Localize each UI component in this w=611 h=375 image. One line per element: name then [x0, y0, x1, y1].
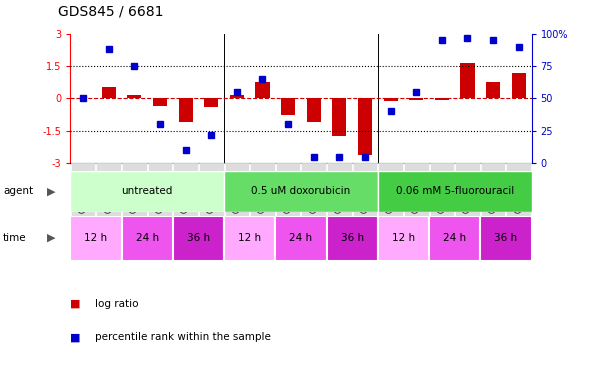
Text: 36 h: 36 h	[340, 233, 364, 243]
FancyBboxPatch shape	[276, 163, 301, 221]
Bar	[204, 99, 218, 107]
FancyBboxPatch shape	[327, 163, 352, 221]
Text: 24 h: 24 h	[136, 233, 159, 243]
Text: agent: agent	[3, 186, 33, 196]
Text: GSM11843: GSM11843	[335, 172, 344, 213]
Bar	[384, 99, 398, 101]
FancyBboxPatch shape	[378, 171, 532, 212]
Bar	[307, 99, 321, 122]
FancyBboxPatch shape	[378, 216, 429, 261]
FancyBboxPatch shape	[148, 163, 172, 221]
FancyBboxPatch shape	[225, 163, 249, 221]
Text: ■: ■	[70, 299, 81, 309]
Text: untreated: untreated	[122, 186, 173, 196]
FancyBboxPatch shape	[173, 216, 224, 261]
FancyBboxPatch shape	[224, 171, 378, 212]
FancyBboxPatch shape	[378, 163, 403, 221]
Text: GSM11850: GSM11850	[130, 172, 139, 213]
Text: percentile rank within the sample: percentile rank within the sample	[95, 333, 271, 342]
FancyBboxPatch shape	[507, 163, 531, 221]
Text: log ratio: log ratio	[95, 299, 138, 309]
Text: GSM11714: GSM11714	[412, 172, 421, 213]
Bar	[127, 95, 141, 99]
Text: GSM11845: GSM11845	[463, 172, 472, 213]
Text: GSM11707: GSM11707	[79, 171, 87, 213]
FancyBboxPatch shape	[97, 163, 121, 221]
Text: GSM11695: GSM11695	[258, 171, 267, 213]
FancyBboxPatch shape	[301, 163, 326, 221]
Text: GSM11716: GSM11716	[104, 172, 113, 213]
Bar	[332, 99, 346, 136]
Text: ▶: ▶	[47, 233, 56, 243]
Text: GSM11691: GSM11691	[514, 172, 523, 213]
FancyBboxPatch shape	[122, 163, 147, 221]
FancyBboxPatch shape	[430, 163, 454, 221]
Text: GDS845 / 6681: GDS845 / 6681	[58, 5, 164, 19]
Bar	[153, 99, 167, 106]
Text: GSM11723: GSM11723	[437, 172, 447, 213]
Text: 36 h: 36 h	[494, 233, 518, 243]
Text: 24 h: 24 h	[443, 233, 466, 243]
Bar	[486, 82, 500, 99]
Text: 0.5 uM doxorubicin: 0.5 uM doxorubicin	[251, 186, 351, 196]
Text: GSM11852: GSM11852	[207, 172, 216, 213]
Text: 12 h: 12 h	[392, 233, 415, 243]
Bar	[281, 99, 295, 115]
FancyBboxPatch shape	[70, 171, 224, 212]
FancyBboxPatch shape	[174, 163, 198, 221]
FancyBboxPatch shape	[122, 216, 173, 261]
Text: GSM11851: GSM11851	[155, 172, 164, 213]
FancyBboxPatch shape	[481, 163, 505, 221]
Text: 0.06 mM 5-fluorouracil: 0.06 mM 5-fluorouracil	[395, 186, 514, 196]
FancyBboxPatch shape	[326, 216, 378, 261]
Text: 12 h: 12 h	[84, 233, 108, 243]
Text: GSM11694: GSM11694	[232, 171, 241, 213]
Bar	[255, 82, 269, 99]
FancyBboxPatch shape	[276, 216, 326, 261]
Text: GSM11734: GSM11734	[284, 171, 293, 213]
Text: GSM11862: GSM11862	[360, 172, 370, 213]
FancyBboxPatch shape	[70, 216, 122, 261]
Text: GSM11697: GSM11697	[386, 171, 395, 213]
FancyBboxPatch shape	[480, 216, 532, 261]
Bar	[461, 63, 475, 99]
FancyBboxPatch shape	[250, 163, 275, 221]
FancyBboxPatch shape	[455, 163, 480, 221]
FancyBboxPatch shape	[199, 163, 224, 221]
Text: ■: ■	[70, 333, 81, 342]
Text: time: time	[3, 233, 27, 243]
FancyBboxPatch shape	[224, 216, 276, 261]
FancyBboxPatch shape	[71, 163, 95, 221]
Bar	[230, 95, 244, 99]
Bar	[511, 73, 526, 99]
FancyBboxPatch shape	[429, 216, 480, 261]
Text: 12 h: 12 h	[238, 233, 262, 243]
Bar	[178, 99, 192, 122]
FancyBboxPatch shape	[404, 163, 428, 221]
Bar	[101, 87, 115, 99]
Text: ▶: ▶	[47, 186, 56, 196]
Bar	[358, 99, 372, 154]
Text: GSM11721: GSM11721	[181, 172, 190, 213]
Text: 36 h: 36 h	[187, 233, 210, 243]
Text: 24 h: 24 h	[290, 233, 312, 243]
FancyBboxPatch shape	[353, 163, 377, 221]
Text: GSM11683: GSM11683	[489, 172, 497, 213]
Text: GSM11861: GSM11861	[309, 172, 318, 213]
